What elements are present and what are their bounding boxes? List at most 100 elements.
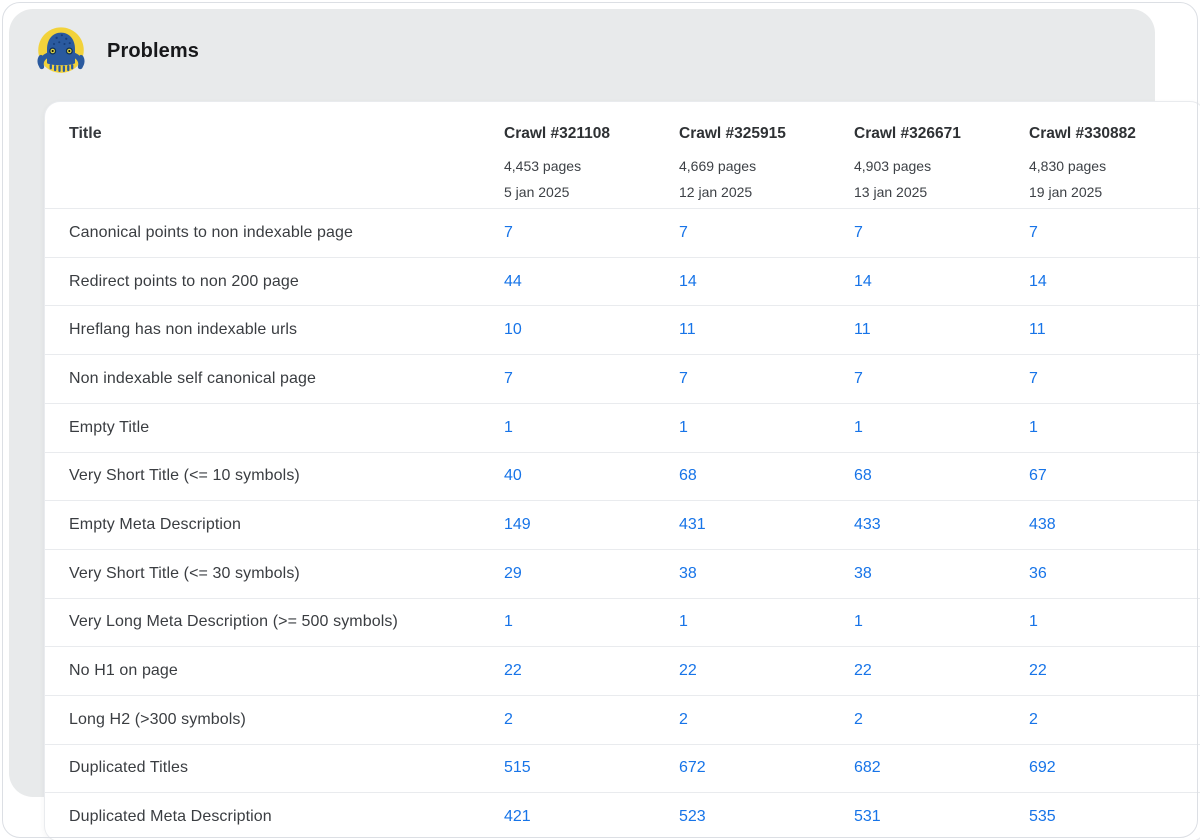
problem-count-link[interactable]: 682 xyxy=(854,759,881,777)
problem-count-cell: 2 xyxy=(679,711,854,729)
problem-count-link[interactable]: 22 xyxy=(1029,662,1047,680)
problem-count-cell: 22 xyxy=(1029,662,1200,680)
problem-count-link[interactable]: 692 xyxy=(1029,759,1056,777)
problem-count-link[interactable]: 22 xyxy=(679,662,697,680)
problem-count-link[interactable]: 7 xyxy=(504,223,513,241)
problem-count-link[interactable]: 14 xyxy=(854,272,872,290)
problem-count-link[interactable]: 36 xyxy=(1029,564,1047,582)
problem-count-cell: 431 xyxy=(679,516,854,534)
problem-count-link[interactable]: 40 xyxy=(504,467,522,485)
problem-label: Empty Title xyxy=(69,418,150,436)
problem-count-link[interactable]: 1 xyxy=(854,613,863,631)
problem-count-link[interactable]: 535 xyxy=(1029,808,1056,826)
problem-count-cell: 1 xyxy=(854,419,1029,437)
panel-header: Problems xyxy=(33,22,199,80)
problem-count-link[interactable]: 7 xyxy=(504,369,513,387)
problem-count-link[interactable]: 2 xyxy=(504,710,513,728)
problem-count-link[interactable]: 11 xyxy=(854,321,871,339)
problem-count-link[interactable]: 7 xyxy=(1029,223,1038,241)
problem-count-link[interactable]: 14 xyxy=(1029,272,1047,290)
problem-count-link[interactable]: 7 xyxy=(854,223,863,241)
table-row: Duplicated Meta Description 421 523 531 … xyxy=(45,792,1200,840)
crawl-date: 13 jan 2025 xyxy=(854,184,928,200)
problem-count-cell: 438 xyxy=(1029,516,1200,534)
problem-count-link[interactable]: 14 xyxy=(679,272,697,290)
problem-count-link[interactable]: 149 xyxy=(504,516,531,534)
page-title: Problems xyxy=(107,39,199,62)
problem-count-link[interactable]: 1 xyxy=(504,418,513,436)
problem-count-cell: 14 xyxy=(1029,273,1200,291)
crawl-name: Crawl #326671 xyxy=(854,125,961,142)
problem-count-cell: 14 xyxy=(679,273,854,291)
problem-count-cell: 1 xyxy=(1029,419,1200,437)
table-row: Duplicated Titles 515 672 682 692 xyxy=(45,743,1200,793)
problem-count-cell: 515 xyxy=(504,759,679,777)
problem-count-link[interactable]: 11 xyxy=(1029,321,1046,339)
problems-panel: Problems Title Crawl #321108 4,453 pages… xyxy=(9,9,1200,840)
problem-count-cell: 1 xyxy=(854,613,1029,631)
problem-count-link[interactable]: 22 xyxy=(504,662,522,680)
problem-count-cell: 22 xyxy=(679,662,854,680)
problem-count-cell: 11 xyxy=(854,321,1029,339)
table-row: Very Short Title (<= 10 symbols) 40 68 6… xyxy=(45,451,1200,501)
table-row: Very Short Title (<= 30 symbols) 29 38 3… xyxy=(45,548,1200,598)
problem-count-cell: 149 xyxy=(504,516,679,534)
problem-count-link[interactable]: 1 xyxy=(1029,613,1038,631)
problem-count-link[interactable]: 421 xyxy=(504,808,531,826)
problem-count-link[interactable]: 11 xyxy=(679,321,696,339)
problem-count-link[interactable]: 7 xyxy=(679,369,688,387)
problem-count-cell: 40 xyxy=(504,467,679,485)
problem-count-link[interactable]: 29 xyxy=(504,564,522,582)
problem-count-cell: 44 xyxy=(504,273,679,291)
problem-count-link[interactable]: 523 xyxy=(679,808,706,826)
problem-label: Redirect points to non 200 page xyxy=(69,272,299,290)
problem-count-cell: 7 xyxy=(504,370,679,388)
problem-count-link[interactable]: 10 xyxy=(504,321,522,339)
crawl-date: 19 jan 2025 xyxy=(1029,184,1103,200)
problem-count-cell: 36 xyxy=(1029,565,1200,583)
problem-count-link[interactable]: 7 xyxy=(1029,369,1038,387)
problem-count-link[interactable]: 68 xyxy=(854,467,872,485)
problem-count-link[interactable]: 68 xyxy=(679,467,697,485)
problem-count-link[interactable]: 515 xyxy=(504,759,531,777)
problem-count-cell: 68 xyxy=(854,467,1029,485)
problem-count-link[interactable]: 431 xyxy=(679,516,706,534)
problem-count-cell: 2 xyxy=(504,711,679,729)
problem-count-cell: 2 xyxy=(1029,711,1200,729)
crawl-name: Crawl #321108 xyxy=(504,125,611,142)
crawl-name: Crawl #325915 xyxy=(679,125,786,142)
problems-table-card: Title Crawl #321108 4,453 pages 5 jan 20… xyxy=(44,101,1200,840)
problem-count-cell: 672 xyxy=(679,759,854,777)
problem-count-link[interactable]: 1 xyxy=(679,613,688,631)
table-row: Non indexable self canonical page 7 7 7 … xyxy=(45,354,1200,403)
problem-count-link[interactable]: 531 xyxy=(854,808,881,826)
problem-count-link[interactable]: 38 xyxy=(854,564,872,582)
problem-count-cell: 7 xyxy=(679,370,854,388)
crawl-date: 5 jan 2025 xyxy=(504,184,570,200)
problem-count-link[interactable]: 1 xyxy=(1029,418,1038,436)
problem-count-link[interactable]: 2 xyxy=(1029,710,1038,728)
problem-count-link[interactable]: 2 xyxy=(679,710,688,728)
problem-count-link[interactable]: 1 xyxy=(679,418,688,436)
problem-count-link[interactable]: 2 xyxy=(854,710,863,728)
problem-count-cell: 1 xyxy=(679,613,854,631)
problem-count-cell: 11 xyxy=(679,321,854,339)
problem-count-link[interactable]: 7 xyxy=(679,223,688,241)
problem-count-cell: 1 xyxy=(504,613,679,631)
problem-count-link[interactable]: 438 xyxy=(1029,516,1056,534)
problem-count-link[interactable]: 433 xyxy=(854,516,881,534)
problem-count-link[interactable]: 672 xyxy=(679,759,706,777)
problem-count-link[interactable]: 67 xyxy=(1029,467,1047,485)
problem-label: Long H2 (>300 symbols) xyxy=(69,710,246,728)
problem-label: Non indexable self canonical page xyxy=(69,369,317,387)
problem-count-cell: 692 xyxy=(1029,759,1200,777)
problem-count-link[interactable]: 44 xyxy=(504,272,522,290)
problem-count-link[interactable]: 38 xyxy=(679,564,697,582)
table-row: Long H2 (>300 symbols) 2 2 2 2 xyxy=(45,694,1200,744)
problem-count-cell: 29 xyxy=(504,565,679,583)
problem-count-link[interactable]: 22 xyxy=(854,662,872,680)
problem-count-link[interactable]: 7 xyxy=(854,369,863,387)
problem-count-link[interactable]: 1 xyxy=(854,418,863,436)
problem-count-link[interactable]: 1 xyxy=(504,613,513,631)
problem-count-cell: 7 xyxy=(1029,370,1200,388)
